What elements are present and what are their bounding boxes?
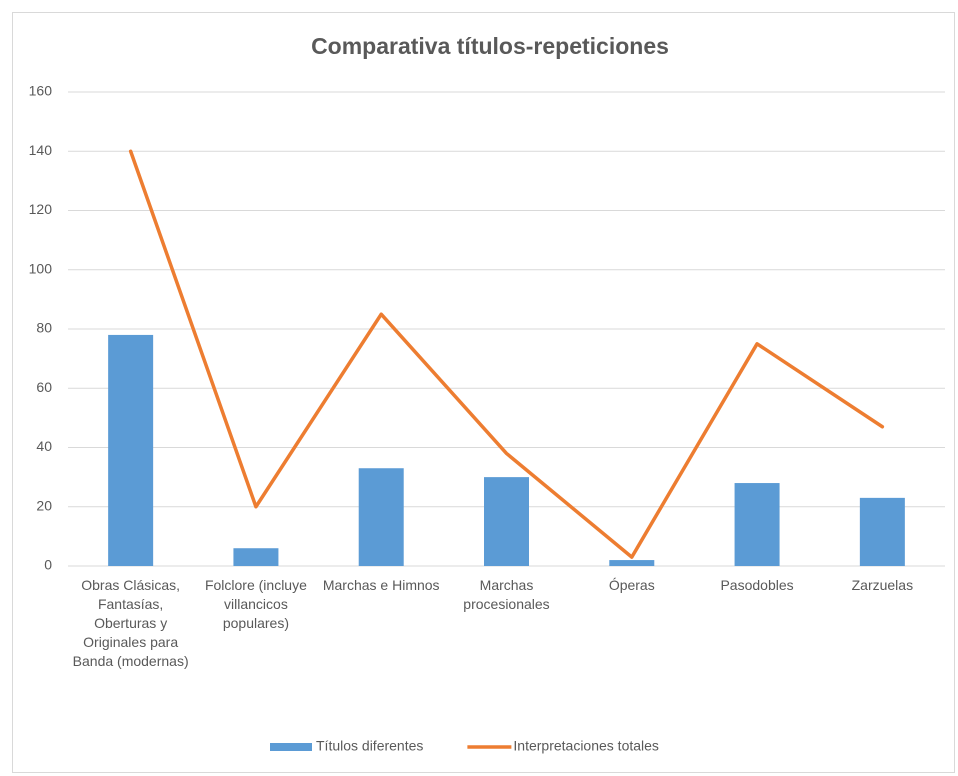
chart-title: Comparativa títulos-repeticiones	[311, 33, 669, 59]
x-tick-label: Marchas procesionales	[463, 577, 550, 612]
line	[128, 149, 885, 559]
x-tick-label-box: Folclore (incluye villancicos populares)	[204, 577, 307, 631]
bar	[233, 548, 279, 566]
bar	[358, 468, 404, 566]
x-tick-label-box: Marchas procesionales	[463, 577, 550, 612]
x-tick-label-box: Pasodobles	[720, 577, 794, 593]
y-tick-label: 120	[29, 201, 53, 217]
bar	[108, 334, 154, 566]
x-tick-label: Pasodobles	[720, 577, 794, 593]
y-tick-label: 0	[44, 557, 52, 573]
chart-border	[12, 12, 955, 773]
bar	[609, 560, 655, 566]
x-tick-label: Zarzuelas	[851, 577, 914, 593]
legend-swatch	[270, 743, 312, 751]
x-tick-label: Óperas	[608, 577, 655, 593]
y-tick-label: 40	[36, 438, 52, 454]
y-tick-label: 80	[36, 320, 52, 336]
legend-label: Títulos diferentes	[316, 738, 423, 754]
y-tick-label: 160	[29, 83, 53, 99]
y-tick-label: 20	[36, 497, 52, 513]
bar	[484, 477, 529, 566]
x-tick-label-box: Óperas	[608, 577, 655, 593]
x-tick-label-box: Zarzuelas	[851, 577, 914, 593]
y-tick-label: 100	[29, 260, 53, 276]
x-tick-label: Folclore (incluye villancicos populares)	[204, 577, 307, 631]
bar	[734, 483, 780, 566]
legend-label: Interpretaciones totales	[513, 738, 659, 754]
y-tick-label: 60	[36, 379, 52, 395]
x-tick-label-box: Marchas e Himnos	[322, 577, 440, 593]
bar	[859, 497, 905, 566]
y-tick-label: 140	[29, 142, 53, 158]
x-tick-label-box: Obras Clásicas, Fantasías, Oberturas y O…	[72, 577, 189, 669]
x-tick-label: Obras Clásicas, Fantasías, Oberturas y O…	[72, 577, 189, 669]
x-tick-label: Marchas e Himnos	[322, 577, 440, 593]
